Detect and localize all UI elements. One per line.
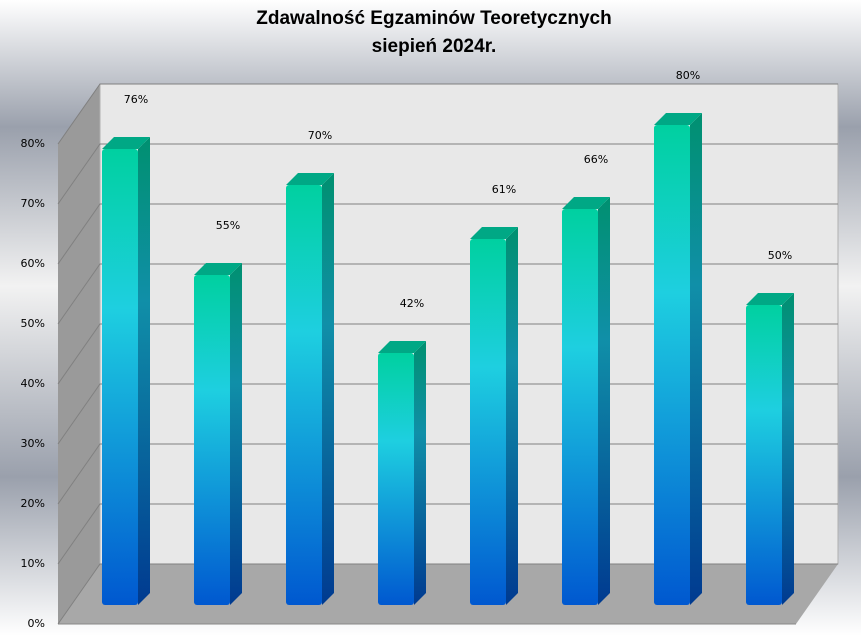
bar	[470, 227, 518, 605]
value-label: 42%	[400, 297, 424, 310]
bar-side	[690, 113, 702, 605]
bar-top	[654, 113, 702, 125]
floor	[58, 564, 838, 624]
bar-front	[746, 305, 782, 605]
bar	[286, 173, 334, 605]
bar-side	[322, 173, 334, 605]
y-tick-label: 50%	[21, 317, 45, 330]
value-label: 70%	[308, 129, 332, 142]
grid-line	[57, 83, 838, 145]
bar-front	[102, 149, 138, 605]
bar-side	[414, 341, 426, 605]
bar-side	[782, 293, 794, 605]
bar-front	[470, 239, 506, 605]
bar-side	[506, 227, 518, 605]
value-label: 50%	[768, 249, 792, 262]
bar	[746, 293, 794, 605]
value-label: 66%	[584, 153, 608, 166]
bar-top	[746, 293, 794, 305]
bar-side	[138, 137, 150, 605]
y-tick-label: 0%	[28, 617, 45, 630]
bar	[102, 137, 150, 605]
chart-subtitle: siepień 2024r.	[372, 36, 497, 57]
y-tick-label: 20%	[21, 497, 45, 510]
bar-front	[562, 209, 598, 605]
bar-top	[102, 137, 150, 149]
bar-top	[470, 227, 518, 239]
value-label: 76%	[124, 93, 148, 106]
bar	[654, 113, 702, 605]
grid-line	[57, 143, 838, 205]
bar	[194, 263, 242, 605]
bar	[378, 341, 426, 605]
bar-front	[194, 275, 230, 605]
bar-side	[230, 263, 242, 605]
bar-front	[286, 185, 322, 605]
value-label: 55%	[216, 219, 240, 232]
bar-top	[562, 197, 610, 209]
bar-front	[378, 353, 414, 605]
bar-top	[378, 341, 426, 353]
y-tick-label: 60%	[21, 257, 45, 270]
y-tick-label: 10%	[21, 557, 45, 570]
chart-title: Zdawalność Egzaminów Teoretycznych	[256, 8, 611, 29]
value-label: 80%	[676, 69, 700, 82]
bar-top	[194, 263, 242, 275]
y-tick-label: 30%	[21, 437, 45, 450]
bar-front	[654, 125, 690, 605]
y-tick-label: 80%	[21, 137, 45, 150]
bar	[562, 197, 610, 605]
bar-side	[598, 197, 610, 605]
bar-top	[286, 173, 334, 185]
y-tick-label: 40%	[21, 377, 45, 390]
y-tick-label: 70%	[21, 197, 45, 210]
value-label: 61%	[492, 183, 516, 196]
